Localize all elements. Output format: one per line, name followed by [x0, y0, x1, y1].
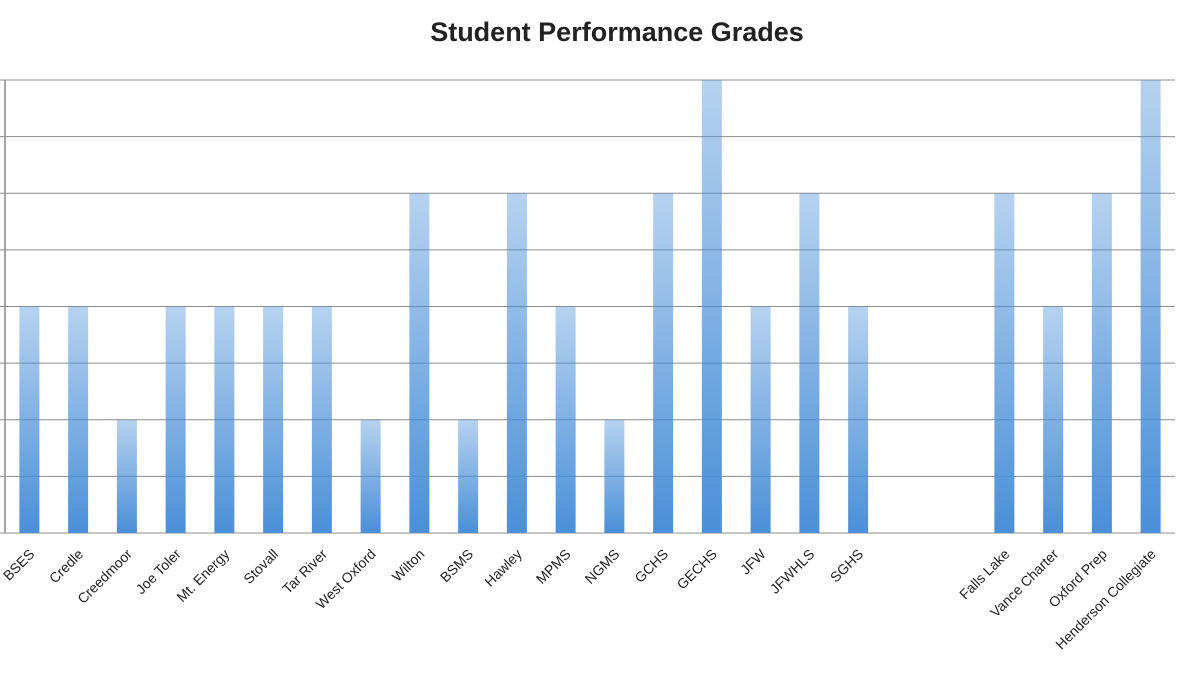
- x-tick-label: BSMS: [437, 546, 476, 585]
- bar: [409, 193, 430, 533]
- x-tick-label: Credle: [46, 546, 87, 587]
- x-tick-label: JFWHLS: [767, 546, 818, 597]
- bar: [653, 193, 674, 533]
- x-tick-label: Henderson Collegiate: [1052, 546, 1159, 653]
- bar: [1043, 306, 1064, 533]
- x-tick-label: Stovall: [240, 546, 281, 587]
- x-tick-label: Wilton: [389, 546, 428, 585]
- bar: [604, 419, 625, 533]
- x-tick-label: Mt. Energy: [173, 546, 232, 605]
- x-tick-label: NGMS: [581, 546, 622, 587]
- bar: [701, 80, 722, 533]
- x-tick-label: GECHS: [673, 546, 720, 593]
- bar: [360, 419, 381, 533]
- bar: [799, 193, 820, 533]
- x-tick-label: SGHS: [827, 546, 866, 585]
- bar: [214, 306, 235, 533]
- x-tick-label: MPMS: [533, 546, 574, 587]
- bar: [19, 306, 40, 533]
- x-tick-label: Tar River: [279, 546, 330, 597]
- x-tick-label: Hawley: [481, 546, 525, 590]
- bar: [458, 419, 479, 533]
- bar: [848, 306, 869, 533]
- bar: [994, 193, 1015, 533]
- bar: [506, 193, 527, 533]
- bar: [555, 306, 576, 533]
- bar: [68, 306, 89, 533]
- bar: [116, 419, 137, 533]
- bar: [1091, 193, 1112, 533]
- x-tick-label: GCHS: [631, 546, 671, 586]
- bar: [263, 306, 284, 533]
- bar: [165, 306, 186, 533]
- bar: [311, 306, 332, 533]
- bar: [750, 306, 771, 533]
- chart-title: Student Performance Grades: [430, 17, 804, 47]
- bar: [1140, 80, 1161, 533]
- x-tick-label: BSES: [0, 546, 37, 584]
- x-tick-label: JFW: [737, 545, 769, 577]
